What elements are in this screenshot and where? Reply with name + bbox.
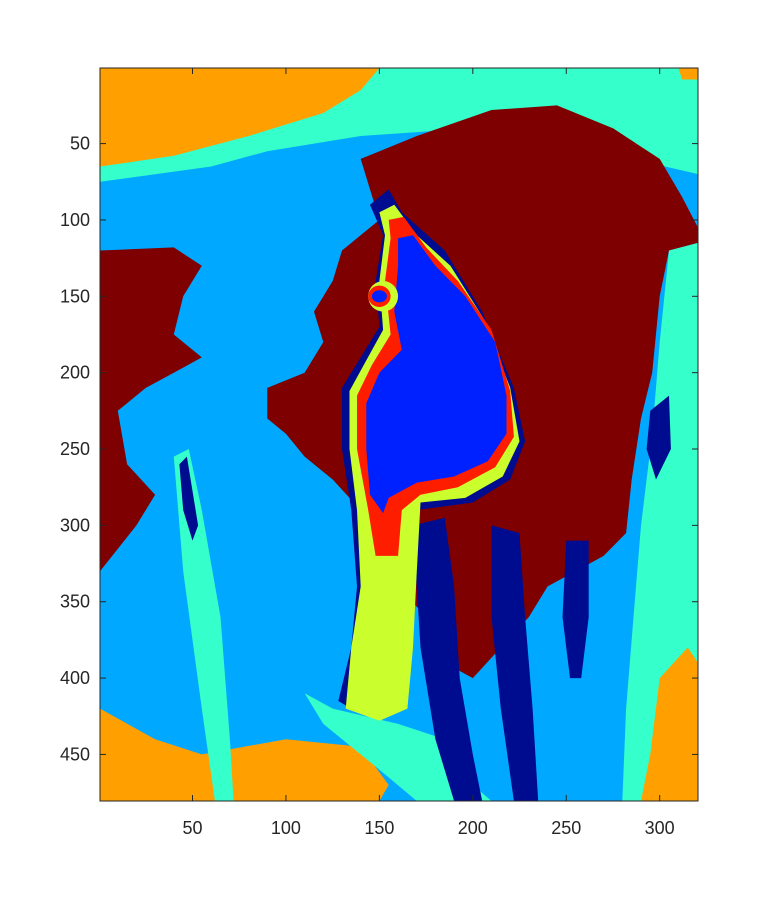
region-darkred-left xyxy=(100,247,202,572)
x-tick-label: 300 xyxy=(645,818,675,838)
x-tick-label: 50 xyxy=(182,818,202,838)
x-tick-label: 250 xyxy=(551,818,581,838)
y-axis: 50 100 150 200 250 300 350 400 450 xyxy=(60,134,698,764)
region-blob-blue xyxy=(366,235,507,514)
x-axis: 50 100 150 200 250 300 xyxy=(182,68,675,838)
y-tick-label: 300 xyxy=(60,515,90,535)
y-tick-label: 100 xyxy=(60,210,90,230)
y-tick-label: 350 xyxy=(60,592,90,612)
y-tick-label: 150 xyxy=(60,286,90,306)
y-tick-label: 400 xyxy=(60,668,90,688)
region-orange-bottomright xyxy=(641,647,698,801)
region-navy-column-2 xyxy=(491,525,539,801)
region-cyan-bottom xyxy=(304,693,492,801)
region-orange-topright xyxy=(678,68,698,80)
region-navy-column-3 xyxy=(562,540,589,679)
x-tick-label: 200 xyxy=(458,818,488,838)
y-tick-label: 250 xyxy=(60,439,90,459)
x-tick-label: 100 xyxy=(271,818,301,838)
region-navy-column-1 xyxy=(413,517,483,801)
heatmap-image xyxy=(100,68,698,801)
region-blob-loop-blue xyxy=(371,290,387,303)
region-navy-stripe xyxy=(179,456,199,541)
region-orange-topleft xyxy=(100,68,380,167)
y-tick-label: 450 xyxy=(60,744,90,764)
axes-frame xyxy=(99,67,699,802)
region-cyan-stripe xyxy=(173,449,234,801)
y-tick-label: 200 xyxy=(60,363,90,383)
y-tick-label: 50 xyxy=(70,134,90,154)
region-navy-right xyxy=(646,395,671,480)
x-tick-label: 150 xyxy=(364,818,394,838)
region-orange-bottomleft xyxy=(100,708,389,801)
